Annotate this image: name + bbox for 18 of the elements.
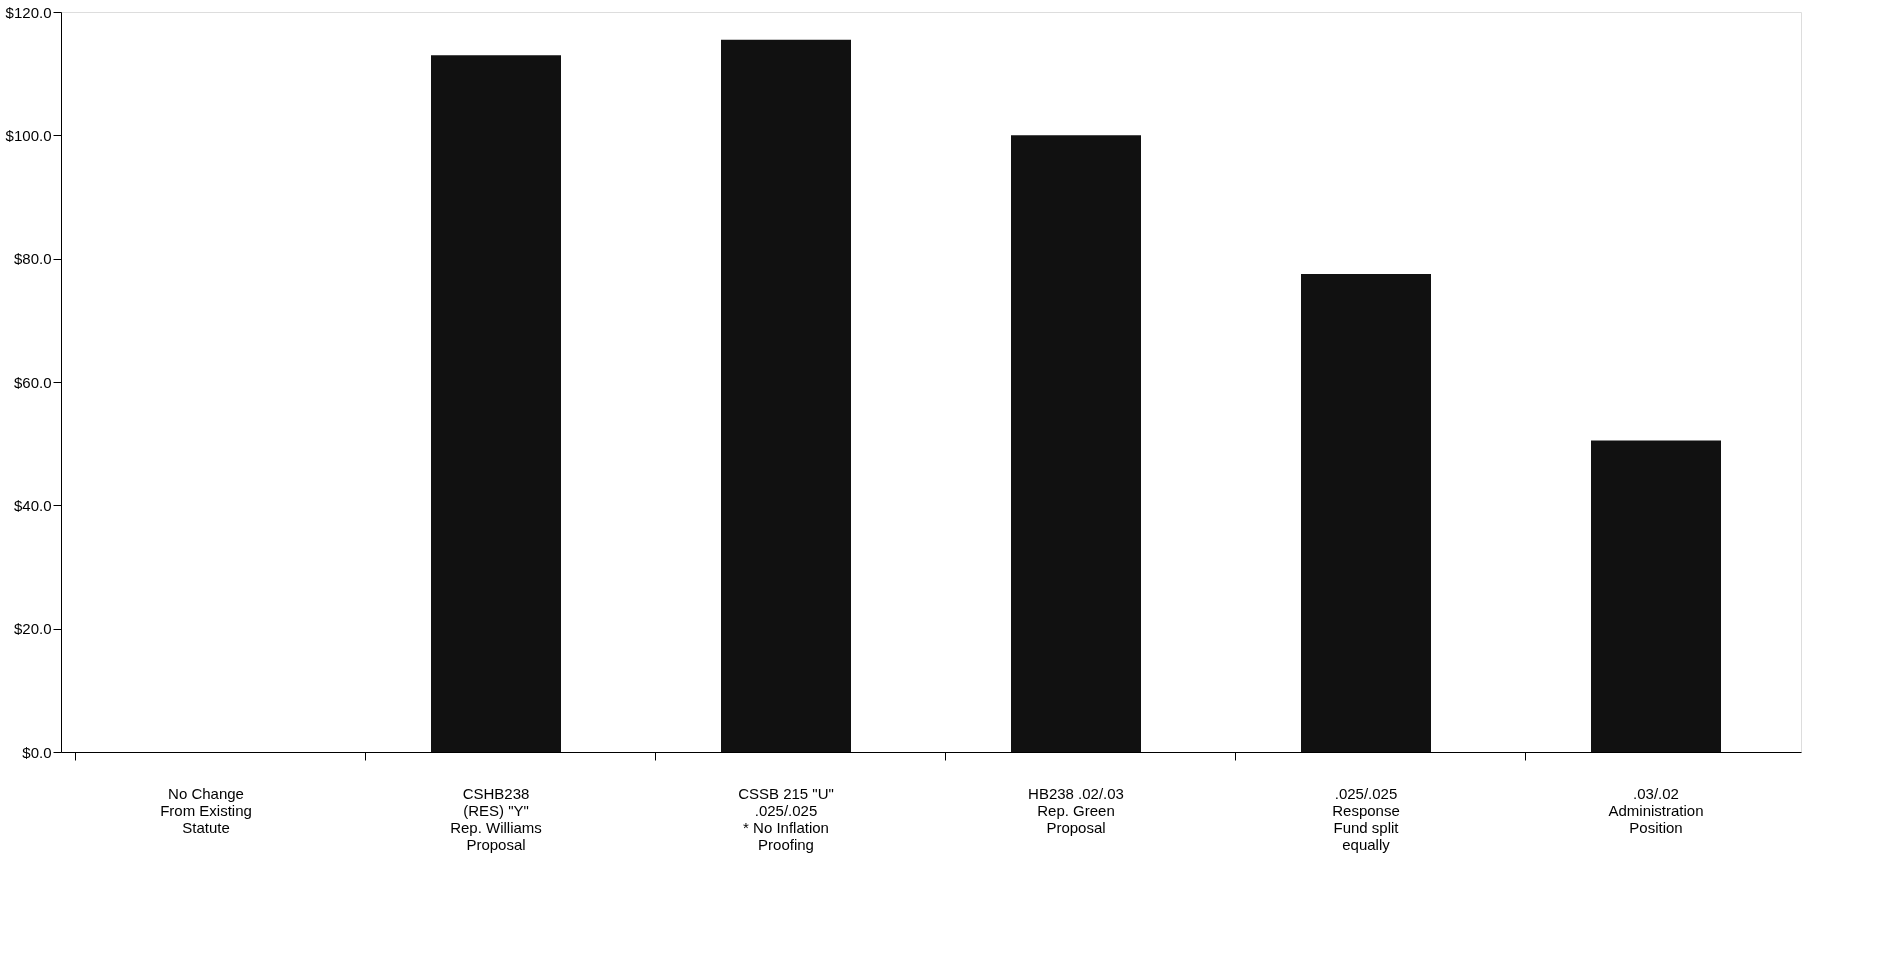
y-tick-label: $40.0 — [13, 496, 52, 514]
x-tick-label: .03/.02 Administration Position — [1608, 784, 1704, 836]
x-tick-label: CSHB238 (RES) "Y" Rep. Williams Proposal — [450, 784, 542, 853]
y-tick-label: $60.0 — [13, 373, 52, 391]
bar — [431, 55, 561, 752]
bar — [1591, 440, 1721, 752]
y-tick-label: $0.0 — [22, 743, 52, 761]
x-tick-label: No Change From Existing Statute — [160, 784, 252, 836]
x-tick-label: HB238 .02/.03 Rep. Green Proposal — [1028, 784, 1124, 836]
bar — [1011, 135, 1141, 752]
x-tick-label: .025/.025 Response Fund split equally — [1332, 784, 1400, 853]
bar — [721, 39, 851, 752]
x-tick-label: CSSB 215 "U" .025/.025 * No Inflation Proofing — [738, 784, 834, 853]
bar — [1301, 274, 1431, 752]
y-tick-label: $80.0 — [13, 250, 52, 268]
y-tick-label: $20.0 — [13, 620, 52, 638]
y-tick-label: $120.0 — [5, 3, 52, 21]
y-tick-label: $100.0 — [5, 126, 52, 144]
